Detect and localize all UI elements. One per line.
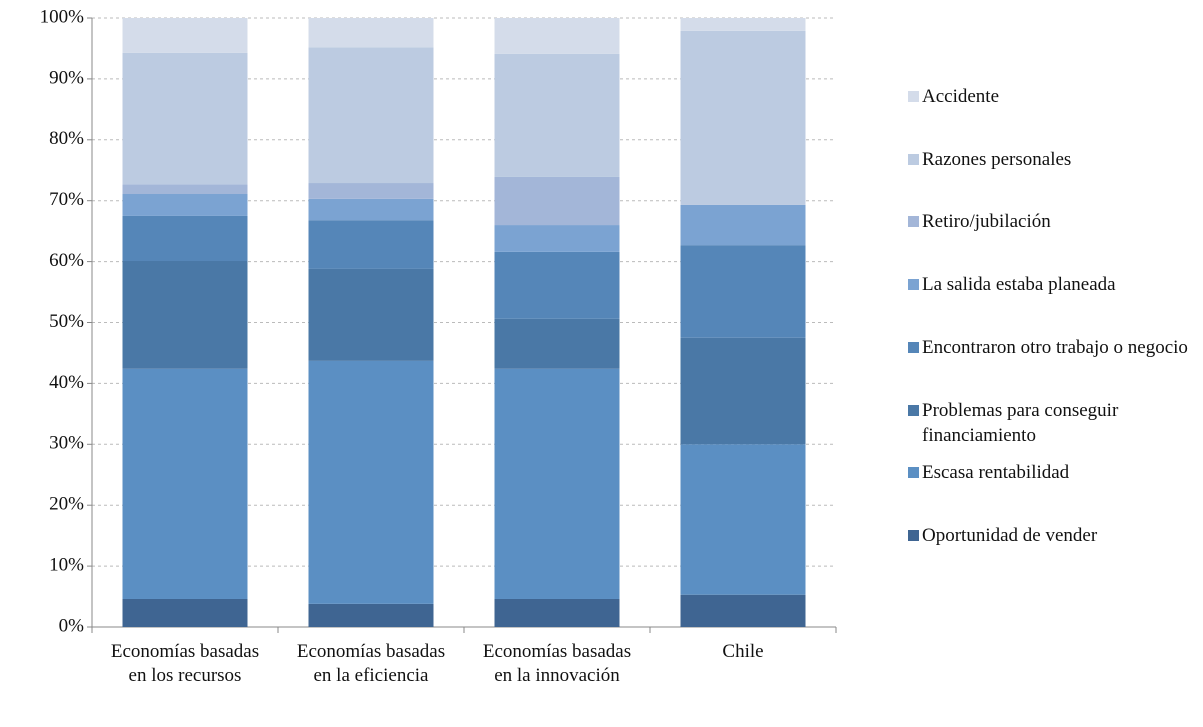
legend-item: Oportunidad de vender xyxy=(908,523,1203,548)
bar-segment xyxy=(122,184,248,195)
legend-item: Problemas para conseguir financiamiento xyxy=(908,398,1203,448)
x-tick-label: Economías basadas en la eficiencia xyxy=(296,641,446,686)
y-tick-label: 100% xyxy=(40,6,85,27)
y-tick-label: 0% xyxy=(59,615,85,636)
legend-item: La salida estaba planeada xyxy=(908,272,1203,297)
legend-swatch xyxy=(908,153,919,165)
bar-segment xyxy=(308,603,434,627)
bar-segment xyxy=(308,183,434,199)
bar-segment xyxy=(494,318,620,369)
y-tick-label: 60% xyxy=(49,250,84,271)
bar-segment xyxy=(494,251,620,319)
legend-label: Escasa rentabilidad xyxy=(922,462,1070,484)
x-tick-label: Economías basadas en la innovación xyxy=(482,641,632,686)
bar-segment xyxy=(308,360,434,604)
bar-segment xyxy=(122,260,248,369)
legend-item: Razones personales xyxy=(908,147,1203,172)
bar-segment xyxy=(680,594,806,627)
legend-swatch xyxy=(908,467,919,479)
legend-swatch xyxy=(908,341,919,353)
bar-segment xyxy=(680,204,806,246)
y-tick-label: 90% xyxy=(49,67,84,88)
legend-swatch xyxy=(908,404,919,416)
y-tick-label: 80% xyxy=(49,128,84,149)
bar-segment xyxy=(494,18,620,54)
y-tick-label: 20% xyxy=(49,494,84,515)
bar-segment xyxy=(680,444,806,595)
bar-segment xyxy=(680,337,806,445)
bar-segment xyxy=(122,52,248,185)
legend-label: Encontraron otro trabajo o negocio xyxy=(922,336,1188,358)
legend-label: Razones personales xyxy=(922,148,1072,170)
x-tick-label: Chile xyxy=(722,641,764,662)
bar-segment xyxy=(308,268,434,361)
bar-segment xyxy=(680,30,806,205)
bar-segment xyxy=(494,176,620,226)
bar-segment xyxy=(494,53,620,177)
bar-segment xyxy=(494,598,620,627)
legend-label: Accidente xyxy=(922,86,1000,107)
legend-item: Accidente xyxy=(908,84,1203,109)
bar-segment xyxy=(494,225,620,252)
y-tick-label: 70% xyxy=(49,189,84,210)
x-tick-label: Economías basadas en los recursos xyxy=(110,641,260,686)
bar-segment xyxy=(308,198,434,221)
bar-segment xyxy=(308,18,434,48)
bar-segment xyxy=(680,18,806,31)
legend-item: Retiro/jubilación xyxy=(908,209,1203,234)
legend-label: La salida estaba planeada xyxy=(922,274,1116,296)
legend-swatch xyxy=(908,91,919,102)
y-tick-label: 10% xyxy=(49,554,84,575)
legend-label: Oportunidad de vender xyxy=(922,524,1098,546)
bar-segment xyxy=(494,368,620,599)
bar-segment xyxy=(308,220,434,269)
legend-swatch xyxy=(908,216,919,228)
bar-segment xyxy=(122,598,248,627)
bar-segment xyxy=(122,215,248,261)
legend-item: Encontraron otro trabajo o negocio xyxy=(908,335,1203,360)
legend-label: Retiro/jubilación xyxy=(922,211,1051,233)
legend-swatch xyxy=(908,279,919,291)
legend-swatch xyxy=(908,529,919,541)
y-tick-label: 30% xyxy=(49,433,84,454)
legend-label: Problemas para conseguir financiamiento xyxy=(922,399,1119,446)
bar-segment xyxy=(122,368,248,599)
bar-segment xyxy=(122,18,248,53)
y-tick-label: 50% xyxy=(49,311,84,332)
bar-segment xyxy=(680,245,806,338)
y-tick-label: 40% xyxy=(49,372,84,393)
bar-segment xyxy=(122,194,248,216)
bar-segment xyxy=(308,47,434,184)
legend-item: Escasa rentabilidad xyxy=(908,460,1203,485)
